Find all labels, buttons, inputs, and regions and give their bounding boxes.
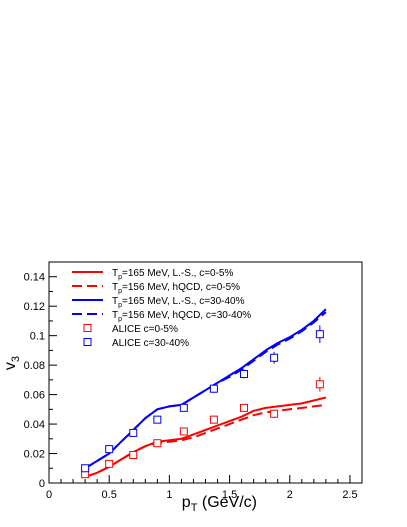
- y-tick-label: 0.14: [24, 272, 45, 284]
- y-axis-label: v3: [2, 356, 22, 370]
- legend-text: =156 MeV, hQCD, c=30-40%: [122, 310, 251, 321]
- legend-entry-4: Tp=156 MeV, hQCD, c=30-40%: [112, 310, 251, 323]
- data-point-1: [153, 439, 162, 448]
- data-point-1: [240, 403, 249, 412]
- data-point-2: [179, 403, 188, 412]
- y-tick-label: 0.02: [24, 449, 45, 461]
- plot-curves: [84, 308, 327, 479]
- legend-entry-2: Tp=156 MeV, hQCD, c=0-5%: [112, 282, 240, 295]
- y-axis-label-sub: 3: [10, 356, 22, 362]
- data-point-2: [240, 369, 249, 378]
- series-line-2: [84, 403, 327, 479]
- legend-text: =165 MeV, L.-S., c=0-5%: [122, 268, 233, 279]
- legend-text: =156 MeV, hQCD, c=0-5%: [122, 282, 240, 293]
- y-tick-label: 0: [39, 478, 45, 490]
- x-axis-label: pT (GeV/c): [182, 494, 257, 514]
- legend-entry-1: Tp=165 MeV, L.-S., c=0-5%: [112, 268, 233, 281]
- legend-marker-1: [83, 324, 92, 332]
- y-tick-label: 0.1: [30, 331, 45, 343]
- legend-entry-3: Tp=165 MeV, L.-S., c=30-40%: [112, 296, 245, 309]
- x-tick-label: 1.5: [222, 489, 237, 501]
- legend-subscript: p: [118, 288, 122, 295]
- x-axis-label-main: p: [182, 494, 191, 511]
- series-line-4: [84, 311, 327, 470]
- y-tick-label: 0.08: [24, 360, 45, 372]
- legend-subscript: p: [118, 274, 122, 281]
- legend-text: T: [112, 296, 118, 307]
- legend-text: =165 MeV, L.-S., c=30-40%: [122, 296, 245, 307]
- data-point-1: [179, 427, 188, 436]
- data-point-2: [270, 353, 279, 362]
- data-point-2: [153, 415, 162, 424]
- y-tick-label: 0.06: [24, 390, 45, 402]
- data-point-1: [270, 409, 279, 418]
- x-tick-label: 1: [166, 489, 172, 501]
- x-tick-label: 0: [46, 489, 52, 501]
- legend: Tp=165 MeV, L.-S., c=0-5%Tp=156 MeV, hQC…: [72, 268, 251, 349]
- axes: 0 0.5 1 1.5 2 2.5 0 0.02 0.04 0.06 0.08 0.1 0.12 0.14: [24, 261, 358, 501]
- legend-text: T: [112, 268, 118, 279]
- x-tick-label: 0.5: [102, 489, 117, 501]
- data-point-2: [315, 330, 324, 339]
- data-point-1: [209, 415, 218, 424]
- y-tick-label: 0.12: [24, 301, 45, 313]
- y-axis-label-main: v: [2, 362, 19, 370]
- data-point-2: [209, 384, 218, 393]
- data-point-1: [105, 459, 114, 468]
- data-point-1: [129, 451, 138, 460]
- x-tick-label: 2: [287, 489, 293, 501]
- legend-text: T: [112, 310, 118, 321]
- data-point-2: [81, 464, 90, 473]
- data-point-1: [315, 380, 324, 389]
- x-axis-label-sub: T: [191, 502, 198, 514]
- legend-marker-2: [83, 338, 92, 346]
- plot-markers: [81, 325, 324, 479]
- data-point-2: [129, 428, 138, 437]
- legend-entry-marker-2: ALICE c=30-40%: [112, 338, 189, 349]
- legend-subscript: p: [118, 302, 122, 309]
- x-axis-label-unit: (GeV/c): [197, 494, 257, 511]
- x-tick-label: 2.5: [342, 489, 357, 501]
- legend-entry-marker-1: ALICE c=0-5%: [112, 324, 178, 335]
- y-tick-label: 0.04: [24, 419, 45, 431]
- data-point-2: [105, 445, 114, 454]
- legend-subscript: p: [118, 316, 122, 323]
- legend-text: T: [112, 282, 118, 293]
